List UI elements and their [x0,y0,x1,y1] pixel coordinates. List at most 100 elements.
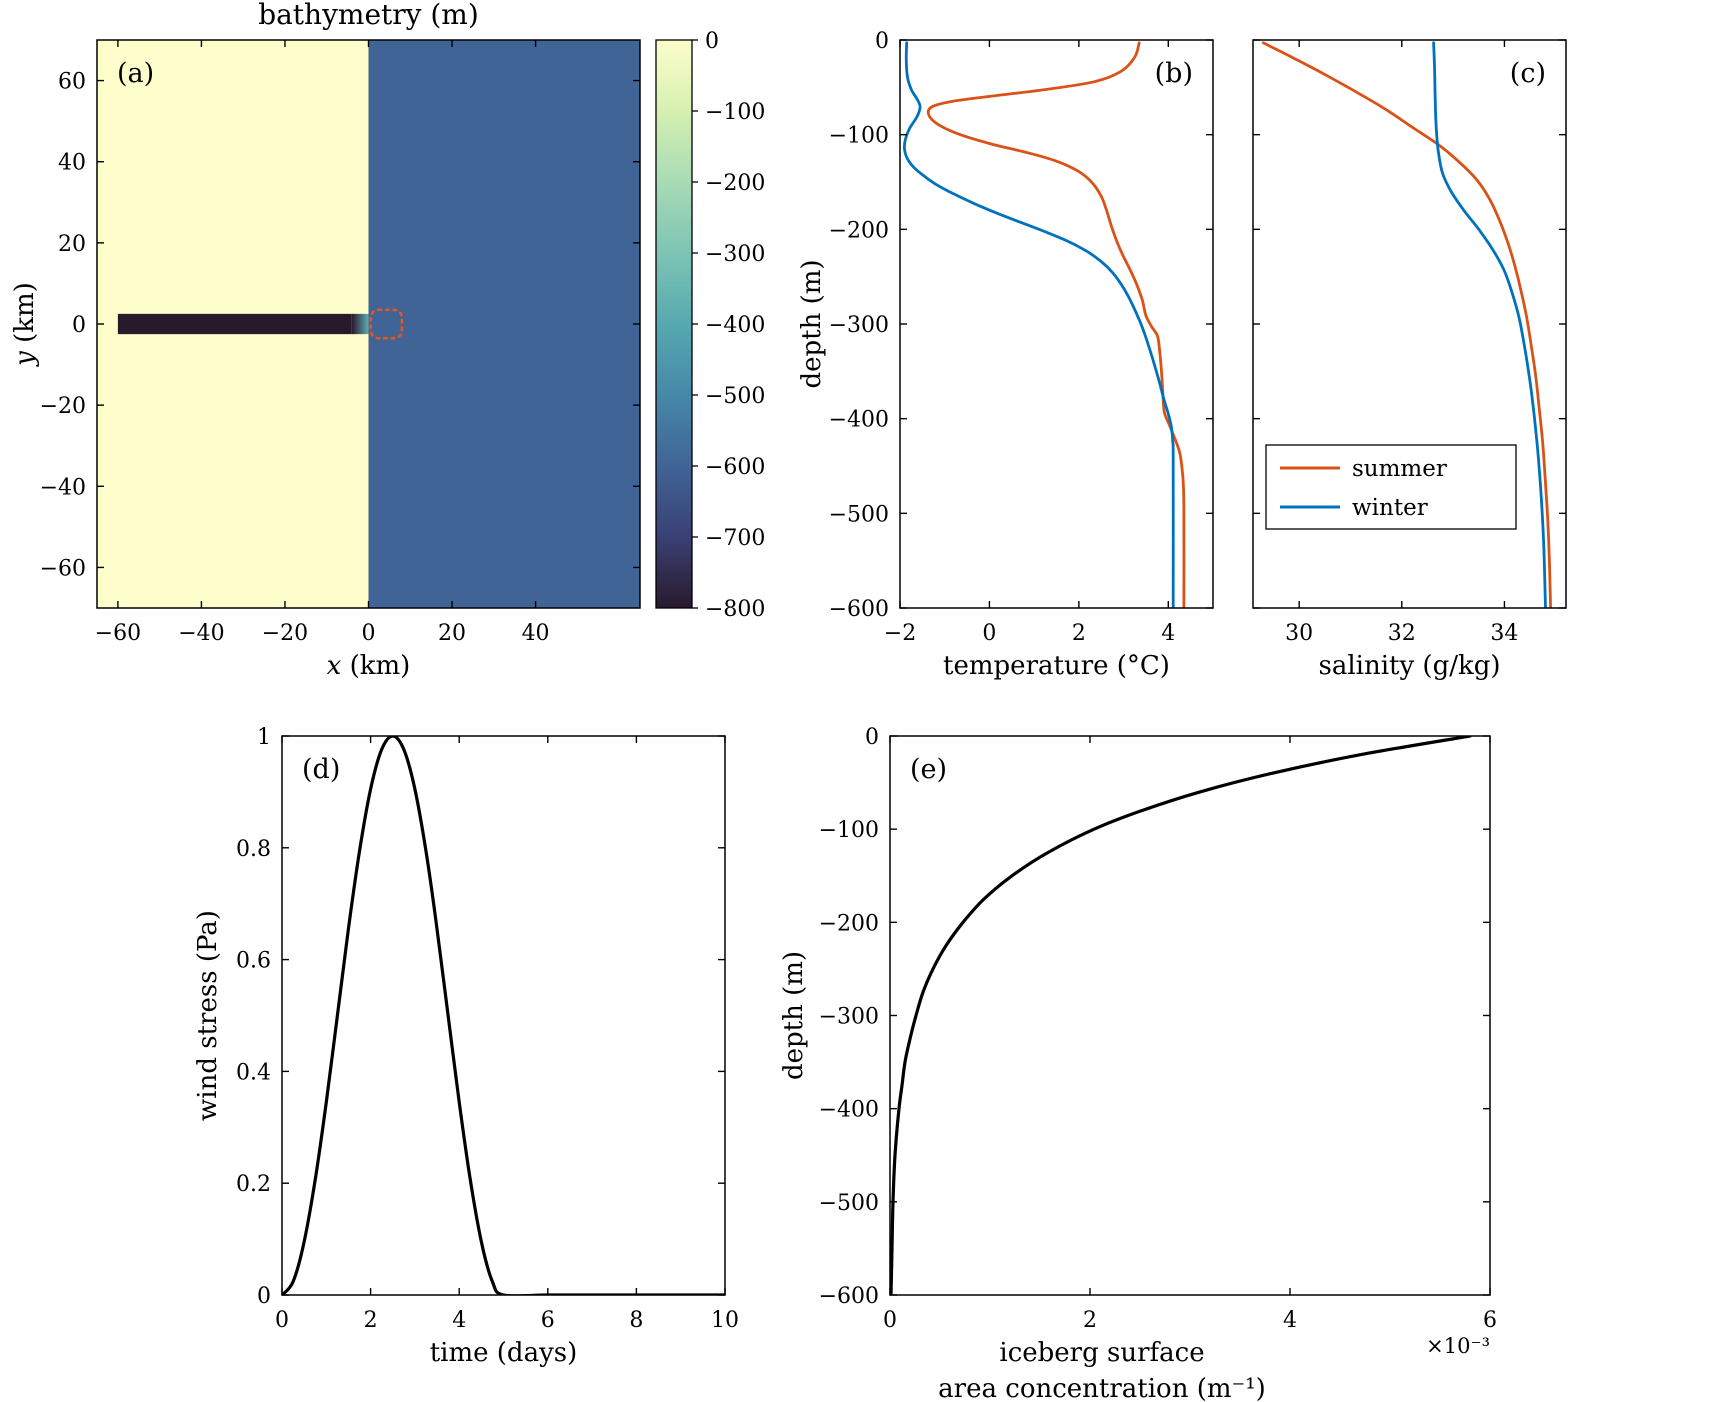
y-tick-label: −40 [40,475,86,500]
x-tick-label: 0 [883,1308,897,1333]
panel-letter-a: (a) [117,58,154,89]
y-tick-label: −20 [40,394,86,419]
colorbar-tick-label: −500 [705,384,765,409]
y-tick-label: −200 [819,911,879,936]
x-tick-label: 8 [629,1308,643,1333]
axes-box-d [281,735,726,1296]
panel-letter-e: (e) [910,754,947,785]
x-tick-label: 2 [1072,621,1086,646]
x-axis-label: salinity (g/kg) [1318,651,1500,681]
panel-d: 0 2 4 6 8 10 0 0.2 0.4 0.6 0.8 1 time (days) wind str… [193,725,739,1368]
panel-letter-d: (d) [302,754,340,785]
x-tick-label: 10 [711,1308,739,1333]
x-axis-label: time (days) [430,1338,578,1368]
colorbar-tick-label: 0 [705,29,719,54]
series-iceberg-area-concentration [890,736,1472,1295]
x-tick-label: 0 [982,621,996,646]
y-tick-label: −300 [819,1005,879,1030]
x-tick-label: 6 [541,1308,555,1333]
series-winter [1432,41,1547,608]
y-tick-label: 0 [865,725,879,750]
y-tick-label: −60 [40,556,86,581]
region-fjord-mouth-sill [351,313,369,335]
x-tick-label: −40 [178,621,224,646]
series-winter [902,41,1175,608]
y-tick-label: 0.6 [236,949,271,974]
y-tick-label: −200 [829,218,889,243]
x-exponent-label: ×10⁻³ [1426,1334,1490,1358]
colorbar-tick-label: −200 [705,171,765,196]
x-axis-label-line2: area concentration (m⁻¹) [938,1374,1266,1402]
colorbar-tick-label: −400 [705,313,765,338]
colorbar-tick-label: −600 [705,455,765,480]
x-tick-label: −20 [262,621,308,646]
y-tick-label: 0 [72,313,86,338]
colorbar-tick-label: −300 [705,242,765,267]
panel-b: −2 0 2 4 0 −100 −200 −300 −400 −500 −600 temperatur… [797,29,1214,681]
y-axis-label: depth (m) [779,951,809,1080]
y-tick-label: −600 [829,597,889,622]
axes-box-e [889,735,1491,1296]
x-axis-label: iceberg surface [999,1338,1204,1368]
x-tick-label: −60 [95,621,141,646]
axes-box-b [899,39,1214,609]
x-tick-label: 4 [1283,1308,1297,1333]
y-tick-label: −400 [819,1098,879,1123]
y-tick-label: −100 [819,818,879,843]
iceberg-zone-marker [369,308,404,340]
x-tick-label: 4 [452,1308,466,1333]
series-group-c [1261,41,1552,608]
y-tick-label: 0 [257,1284,271,1309]
y-axis-label: y (km) [10,282,40,367]
y-tick-label: 40 [58,151,86,176]
colorbar-tick-label: −100 [705,100,765,125]
x-tick-label: 20 [438,621,466,646]
colorbar-tick-label: −800 [705,597,765,622]
y-axis-label: wind stress (Pa) [193,910,223,1121]
y-tick-label: 0 [875,29,889,54]
y-tick-label: 0.8 [236,837,271,862]
region-fjord-channel [117,313,352,335]
series-summer [1261,41,1552,608]
x-tick-label: 40 [522,621,550,646]
legend-label-summer: summer [1352,456,1447,482]
legend-label-winter: winter [1352,495,1428,521]
x-tick-label: −2 [884,621,916,646]
y-tick-label: −300 [829,313,889,338]
y-tick-label: −500 [829,502,889,527]
panel-title: bathymetry (m) [258,0,479,31]
y-tick-label: 60 [58,70,86,95]
x-tick-label: 6 [1483,1308,1497,1333]
series-wind-stress [282,736,725,1295]
y-tick-label: 1 [257,725,271,750]
x-tick-label: 30 [1285,621,1313,646]
x-axis-label: temperature (°C) [943,651,1170,681]
x-tick-label: 4 [1161,621,1175,646]
y-tick-label: 20 [58,232,86,257]
y-tick-label: 0.2 [236,1172,271,1197]
x-tick-label: 2 [1083,1308,1097,1333]
colorbar [655,39,693,609]
y-tick-label: 0.4 [236,1060,271,1085]
panel-letter-b: (b) [1155,58,1193,89]
colorbar-tick-label: −700 [705,526,765,551]
panel-letter-c: (c) [1510,58,1546,89]
series-group-d [282,736,725,1295]
y-tick-label: −100 [829,124,889,149]
x-tick-label: 2 [364,1308,378,1333]
x-tick-label: 0 [362,621,376,646]
x-axis-label: x (km) [327,651,411,681]
x-tick-label: 32 [1388,621,1416,646]
y-tick-label: −500 [819,1191,879,1216]
y-tick-label: −400 [829,408,889,433]
panel-c: 30 32 34 salinity (g/kg) (c) summer winter [1252,39,1567,681]
x-tick-label: 0 [275,1308,289,1333]
series-summer [926,41,1186,608]
y-axis-label: depth (m) [797,259,827,388]
x-tick-label: 34 [1490,621,1518,646]
series-group-b [902,41,1186,608]
legend-box [1265,444,1517,530]
region-open-ocean [368,40,640,608]
